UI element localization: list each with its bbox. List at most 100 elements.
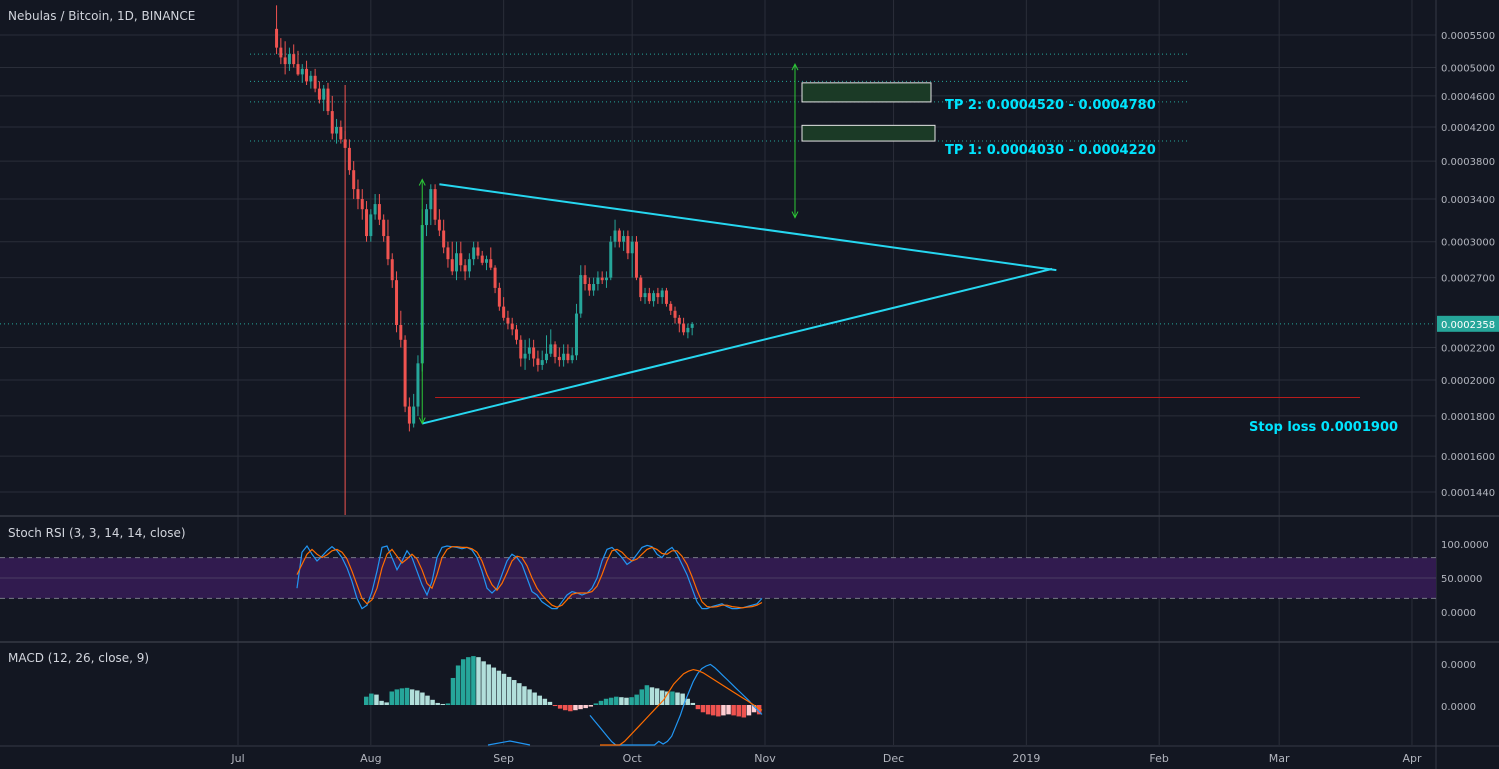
macd-hist-bar-43 bbox=[583, 705, 588, 709]
macd-hist-bar-42 bbox=[578, 705, 583, 710]
candle-body-13 bbox=[330, 111, 334, 134]
candle-body-65 bbox=[553, 344, 557, 357]
candle-body-11 bbox=[322, 88, 326, 100]
candle-body-23 bbox=[373, 204, 377, 215]
candle-body-32 bbox=[412, 406, 416, 424]
macd-hist-bar-16 bbox=[445, 703, 451, 705]
candle-body-90 bbox=[660, 290, 664, 298]
candle-body-83 bbox=[630, 241, 634, 254]
macd-hist-bar-48 bbox=[608, 697, 614, 705]
macd-hist-bar-27 bbox=[501, 673, 507, 705]
macd-hist-bar-24 bbox=[486, 664, 491, 705]
time-tick-label-1: Aug bbox=[360, 752, 381, 765]
price-tick-label-6: 0.0003000 bbox=[1441, 238, 1495, 249]
candle-body-29 bbox=[399, 324, 403, 340]
macd-hist-bar-40 bbox=[568, 705, 573, 712]
candle-body-5 bbox=[296, 64, 300, 75]
macd-hist-bar-8 bbox=[404, 687, 410, 705]
macd-hist-bar-12 bbox=[425, 695, 430, 705]
macd-hist-bar-51 bbox=[624, 697, 629, 705]
candle-body-26 bbox=[386, 236, 390, 260]
macd-hist-bar-7 bbox=[399, 688, 405, 705]
candle-body-38 bbox=[437, 219, 441, 231]
macd-hist-bar-44 bbox=[588, 705, 594, 707]
candle-body-41 bbox=[450, 259, 454, 272]
macd-hist-bar-35 bbox=[542, 698, 548, 705]
macd-hist-bar-63 bbox=[685, 698, 690, 705]
time-tick-label-6: 2019 bbox=[1012, 752, 1040, 765]
macd-hist-bar-45 bbox=[593, 703, 599, 705]
candle-body-78 bbox=[609, 241, 613, 278]
time-tick-label-2: Sep bbox=[493, 752, 514, 765]
candle-body-51 bbox=[493, 267, 497, 288]
candle-body-30 bbox=[403, 339, 407, 407]
candle-body-67 bbox=[562, 353, 566, 361]
candle-body-77 bbox=[604, 277, 608, 281]
macd-hist-bar-5 bbox=[389, 691, 395, 705]
macd-hist-bar-58 bbox=[659, 690, 665, 705]
macd-hist-bar-76 bbox=[751, 705, 757, 713]
candle-body-27 bbox=[390, 259, 394, 281]
flagpole-arrow-head-top bbox=[418, 178, 426, 186]
macd-hist-bar-66 bbox=[700, 705, 706, 713]
macd-hist-bar-14 bbox=[435, 702, 440, 705]
candle-body-89 bbox=[656, 293, 660, 298]
macd-hist-bar-69 bbox=[716, 705, 721, 717]
candle-body-25 bbox=[382, 219, 386, 237]
macd-hist-bar-46 bbox=[598, 700, 604, 705]
tp1-box bbox=[801, 124, 936, 142]
candle-body-91 bbox=[664, 290, 668, 304]
macd-hist-bar-25 bbox=[491, 667, 497, 705]
candle-body-46 bbox=[472, 247, 476, 260]
candle-body-85 bbox=[639, 277, 643, 298]
candle-body-48 bbox=[480, 255, 484, 263]
macd-hist-bar-0 bbox=[364, 696, 369, 705]
macd-hist-bar-31 bbox=[522, 686, 527, 705]
candle-body-50 bbox=[489, 259, 493, 268]
candle-body-76 bbox=[600, 277, 604, 281]
macd-hist-bar-2 bbox=[374, 694, 379, 705]
candle-body-54 bbox=[506, 317, 510, 324]
stoch-rsi-title: Stoch RSI (3, 3, 14, 14, close) bbox=[8, 526, 186, 540]
candle-body-61 bbox=[536, 358, 540, 365]
candle-body-75 bbox=[596, 277, 600, 285]
price-tick-label-4: 0.0003800 bbox=[1441, 157, 1495, 168]
candle-body-79 bbox=[613, 230, 617, 242]
candle-body-17 bbox=[347, 147, 351, 171]
macd-hist-bar-15 bbox=[440, 703, 446, 705]
candle-body-6 bbox=[300, 68, 304, 75]
chart-title: Nebulas / Bitcoin, 1D, BINANCE bbox=[8, 9, 196, 23]
triangle-lower-line bbox=[421, 267, 1053, 425]
candle-body-45 bbox=[467, 259, 471, 272]
macd-hist-bar-10 bbox=[415, 690, 420, 705]
macd-hist-bar-54 bbox=[639, 689, 645, 705]
candle-body-74 bbox=[592, 284, 596, 291]
candle-body-31 bbox=[407, 406, 411, 424]
price-tick-label-10: 0.0001800 bbox=[1441, 412, 1495, 423]
candle-body-59 bbox=[527, 347, 531, 354]
macd-hist-bar-26 bbox=[496, 670, 502, 705]
candle-body-3 bbox=[287, 54, 291, 65]
candle-body-71 bbox=[579, 275, 583, 314]
candle-body-15 bbox=[339, 126, 343, 140]
candle-body-44 bbox=[463, 265, 467, 272]
macd-hist-bar-71 bbox=[726, 705, 731, 715]
macd-hist-bar-3 bbox=[379, 700, 384, 705]
tp1-label: TP 1: 0.0004030 - 0.0004220 bbox=[945, 143, 1156, 158]
time-tick-label-9: Apr bbox=[1402, 752, 1422, 765]
macd-hist-bar-4 bbox=[384, 702, 389, 705]
candle-body-12 bbox=[326, 88, 330, 112]
macd-hist-bar-41 bbox=[573, 705, 578, 711]
macd-hist-bar-49 bbox=[614, 696, 619, 705]
candle-body-94 bbox=[677, 317, 681, 324]
time-tick-label-4: Nov bbox=[754, 752, 776, 765]
price-tick-label-12: 0.0001440 bbox=[1441, 488, 1495, 499]
macd-hist-bar-38 bbox=[557, 705, 563, 709]
macd-hist-bar-74 bbox=[741, 705, 747, 718]
macd-hist-bar-36 bbox=[547, 701, 553, 705]
macd-hist-bar-72 bbox=[731, 705, 736, 716]
stoch-series-K bbox=[296, 544, 763, 610]
macd-hist-bar-32 bbox=[527, 689, 532, 705]
